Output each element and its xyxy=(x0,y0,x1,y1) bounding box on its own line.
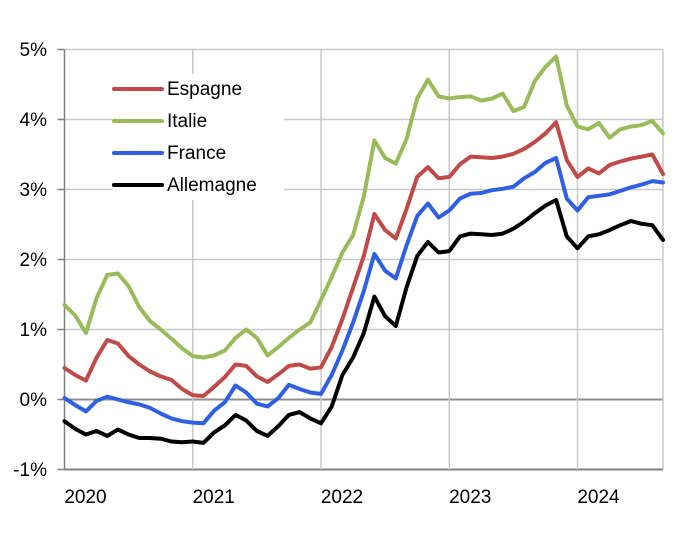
legend-item-espagne: Espagne xyxy=(112,74,284,104)
series-line-france xyxy=(62,156,665,426)
legend-item-france: France xyxy=(112,138,284,168)
legend-line-swatch xyxy=(112,182,164,188)
series-line-espagne xyxy=(62,120,665,398)
y-axis-label: 5% xyxy=(20,40,48,61)
x-axis-label: 2024 xyxy=(577,487,620,508)
legend-line-swatch xyxy=(112,86,164,92)
x-axis-label: 2021 xyxy=(193,487,235,508)
x-axis-label: 2020 xyxy=(64,487,106,508)
legend-label: Espagne xyxy=(167,78,243,100)
legend-label: Allemagne xyxy=(167,174,257,196)
series-line-italie xyxy=(62,54,665,360)
y-axis-label: -1% xyxy=(13,460,47,481)
x-axis-label: 2023 xyxy=(449,487,491,508)
legend: Espagne Italie France Allemagne xyxy=(112,74,284,200)
y-axis-label: 4% xyxy=(20,110,48,131)
legend-label: Italie xyxy=(167,110,208,132)
y-axis-label: 2% xyxy=(20,250,48,271)
legend-item-italie: Italie xyxy=(112,106,284,136)
y-axis-label: 0% xyxy=(20,390,48,411)
x-axis-label: 2022 xyxy=(321,487,363,508)
y-axis-label: 3% xyxy=(20,180,48,201)
legend-line-swatch xyxy=(112,118,164,124)
y-axis-label: 1% xyxy=(20,320,48,341)
legend-label: France xyxy=(167,142,227,164)
legend-line-swatch xyxy=(112,150,164,156)
series-line-allemagne xyxy=(62,198,665,445)
legend-item-allemagne: Allemagne xyxy=(112,170,284,200)
